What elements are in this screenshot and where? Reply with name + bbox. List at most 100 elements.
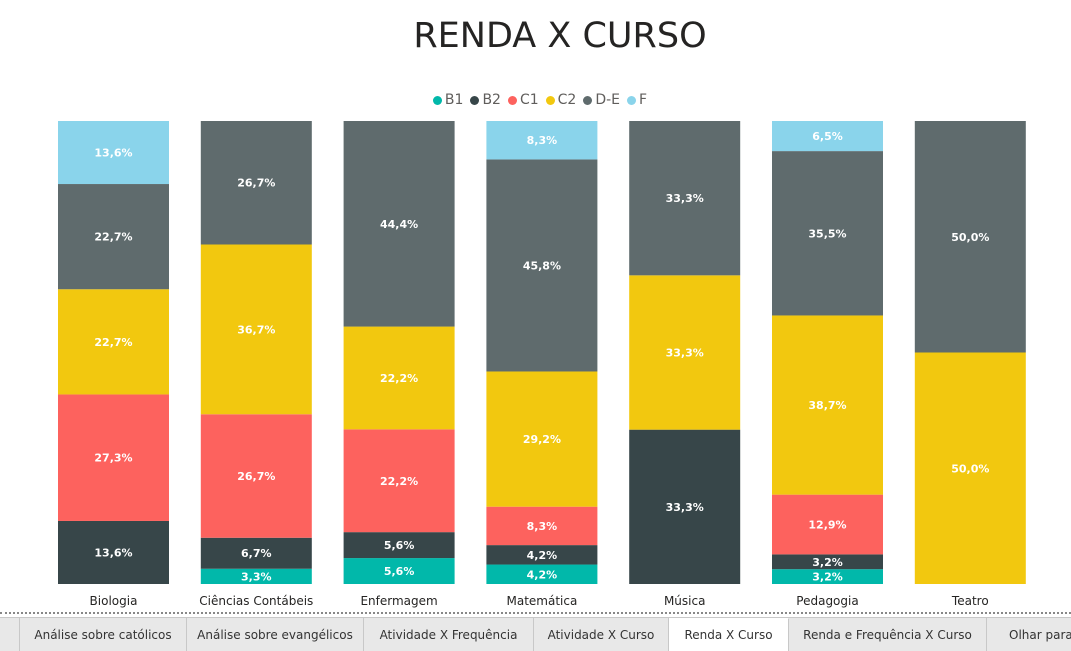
category-label: Matemática <box>506 594 577 608</box>
page-tab-bar: Análise sobre católicos Análise sobre eva… <box>0 617 1071 651</box>
bar-segment-c2-3[interactable] <box>486 371 598 507</box>
legend-item-b2[interactable]: B2 <box>470 92 501 108</box>
page-tab[interactable]: Olhar para a <box>987 618 1071 651</box>
page-tab[interactable]: Renda X Curso <box>669 618 789 651</box>
data-label: 33,3% <box>666 347 704 360</box>
bar-segment-c1-1[interactable] <box>200 414 312 538</box>
legend-label: D-E <box>595 92 621 108</box>
bar-segment-c1-5[interactable] <box>772 494 883 555</box>
legend-item-b1[interactable]: B1 <box>432 92 464 108</box>
data-label: 26,7% <box>237 470 275 483</box>
bar-segment-f-3[interactable] <box>486 121 598 160</box>
page-tab[interactable]: Atividade X Frequência <box>364 618 534 651</box>
bar-segment-c2-2[interactable] <box>343 326 455 430</box>
category-label: Biologia <box>90 594 138 608</box>
legend-marker <box>583 95 593 105</box>
data-label: 27,3% <box>94 452 132 465</box>
data-label: 22,7% <box>94 336 132 349</box>
bar-segment-c1-2[interactable] <box>343 429 455 533</box>
data-label: 5,6% <box>384 539 415 552</box>
legend-label: C1 <box>519 92 539 108</box>
category-label: Teatro <box>951 594 989 608</box>
bar-segment-c2-1[interactable] <box>200 244 312 415</box>
bar-segment-d-e-4[interactable] <box>629 121 741 276</box>
bar-segment-b1-1[interactable] <box>200 568 312 584</box>
data-label: 12,9% <box>808 519 846 532</box>
legend-label: B2 <box>482 92 501 108</box>
page-tab[interactable]: Análise sobre católicos <box>20 618 187 651</box>
bar-segment-d-e-2[interactable] <box>343 121 455 327</box>
stacked-bar-chart: 13,6% 27,3% 22,7% 22,7% 13,6% Biologia 3,3% 6,7… <box>58 121 1026 608</box>
bar-segment-c2-4[interactable] <box>629 275 741 430</box>
data-label: 50,0% <box>951 231 989 244</box>
bar-segment-d-e-3[interactable] <box>486 159 598 372</box>
legend-label: F <box>639 92 648 108</box>
data-label: 22,2% <box>380 475 418 488</box>
data-label: 50,0% <box>951 462 989 475</box>
bar-segment-b2-5[interactable] <box>772 554 883 570</box>
bar-segment-b2-3[interactable] <box>486 545 598 565</box>
bar-segment-b2-2[interactable] <box>343 532 455 559</box>
bar-segment-d-e-1[interactable] <box>200 121 312 245</box>
data-label: 44,4% <box>380 218 418 231</box>
bar-segment-b2-4[interactable] <box>629 429 741 584</box>
data-label: 3,2% <box>812 556 843 569</box>
bar-segment-c1-3[interactable] <box>486 506 598 546</box>
page-tab[interactable]: Análise sobre evangélicos <box>187 618 364 651</box>
legend-item-d-e[interactable]: D-E <box>583 92 620 108</box>
bar-segment-d-e-5[interactable] <box>772 151 883 316</box>
bar-segment-b2-1[interactable] <box>200 537 312 569</box>
legend-item-c2[interactable]: C2 <box>545 92 577 108</box>
data-label: 13,6% <box>94 147 132 160</box>
page-tab[interactable] <box>0 618 20 651</box>
page-tab[interactable]: Renda e Frequência X Curso <box>789 618 987 651</box>
bar-segment-b2-0[interactable] <box>58 520 169 584</box>
chart-title: RENDA X CURSO <box>413 16 707 56</box>
data-label: 3,2% <box>812 571 843 584</box>
bar-segment-f-0[interactable] <box>58 121 169 185</box>
data-label: 6,5% <box>812 130 843 143</box>
bar-segment-f-5[interactable] <box>772 121 883 152</box>
category-label: Pedagogia <box>796 594 858 608</box>
data-label: 26,7% <box>237 177 275 190</box>
data-label: 13,6% <box>94 546 132 559</box>
data-label: 35,5% <box>808 227 846 240</box>
bar-segment-c2-0[interactable] <box>58 289 169 395</box>
legend-item-f[interactable]: F <box>627 92 647 108</box>
legend-item-c1[interactable]: C1 <box>507 92 539 108</box>
page-tab[interactable]: Atividade X Curso <box>534 618 669 651</box>
legend-marker <box>545 95 555 105</box>
bar-segment-b1-2[interactable] <box>343 558 455 584</box>
data-label: 5,6% <box>384 565 415 578</box>
legend-label: C2 <box>557 92 577 108</box>
data-label: 33,3% <box>666 501 704 514</box>
legend-marker <box>507 95 517 105</box>
legend-label: B1 <box>444 92 464 108</box>
bar-segment-b1-5[interactable] <box>772 569 883 584</box>
data-label: 3,3% <box>241 570 272 583</box>
bar-segment-c1-0[interactable] <box>58 394 169 521</box>
category-label: Ciências Contábeis <box>199 594 313 608</box>
legend-marker <box>470 95 480 105</box>
data-label: 38,7% <box>808 399 846 412</box>
data-label: 22,7% <box>94 231 132 244</box>
data-label: 4,2% <box>527 549 558 562</box>
bar-segment-c2-5[interactable] <box>772 315 883 495</box>
data-label: 8,3% <box>527 520 558 533</box>
legend-marker <box>627 95 637 105</box>
data-label: 33,3% <box>666 192 704 205</box>
bar-segment-d-e-6[interactable] <box>914 121 1026 353</box>
category-label: Enfermagem <box>360 594 437 608</box>
bar-segment-d-e-0[interactable] <box>58 184 169 290</box>
data-label: 8,3% <box>527 134 558 147</box>
bar-segment-c2-6[interactable] <box>914 352 1026 585</box>
category-label: Música <box>664 594 706 608</box>
bar-segment-b1-3[interactable] <box>486 564 598 584</box>
data-label: 29,2% <box>523 433 561 446</box>
data-label: 45,8% <box>523 259 561 272</box>
data-label: 4,2% <box>527 568 558 581</box>
data-label: 22,2% <box>380 372 418 385</box>
data-label: 6,7% <box>241 547 272 560</box>
legend-marker <box>432 95 442 105</box>
page-divider <box>0 612 1071 614</box>
